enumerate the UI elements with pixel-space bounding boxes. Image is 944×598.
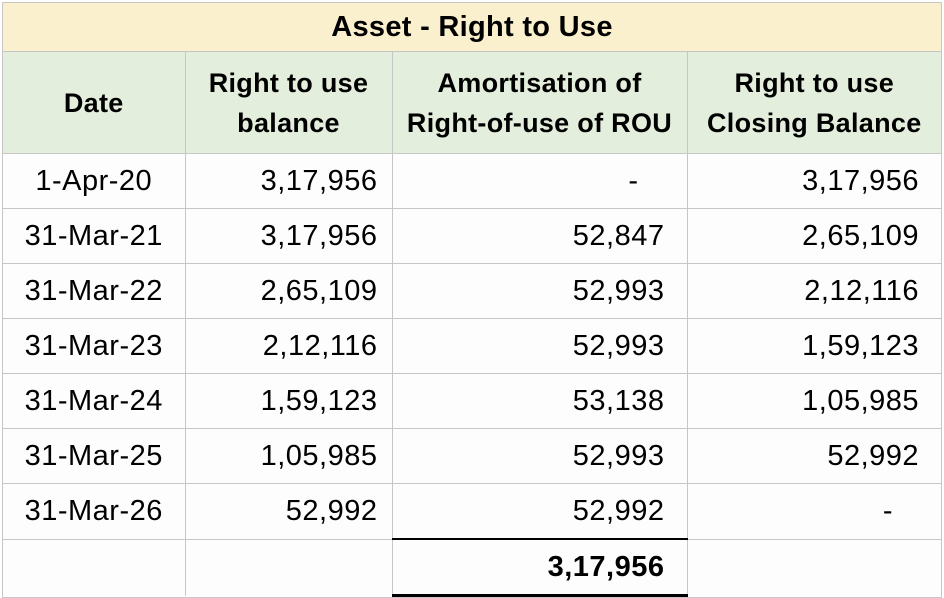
date-cell[interactable]: 1-Apr-20	[3, 153, 186, 209]
closing-cell[interactable]: 2,12,116	[687, 263, 942, 319]
total-amortisation-cell[interactable]: 3,17,956	[392, 538, 688, 597]
balance-cell[interactable]: 1,05,985	[185, 428, 393, 484]
total-date-cell[interactable]	[3, 539, 186, 596]
amortisation-cell[interactable]: 52,992	[392, 483, 688, 540]
amortisation-cell[interactable]: 52,847	[392, 208, 688, 264]
column-header-closing[interactable]: Right to use Closing Balance	[687, 51, 942, 154]
amortisation-cell[interactable]: 52,993	[392, 263, 688, 319]
date-cell[interactable]: 31-Mar-22	[3, 263, 186, 319]
table-row: 31-Mar-22 2,65,109 52,993 2,12,116	[3, 263, 942, 319]
table-row: 31-Mar-23 2,12,116 52,993 1,59,123	[3, 318, 942, 374]
amortisation-cell[interactable]: 52,993	[392, 318, 688, 374]
date-cell[interactable]: 31-Mar-24	[3, 373, 186, 429]
table-row: 1-Apr-20 3,17,956 - 3,17,956	[3, 153, 942, 209]
table-head: Asset - Right to Use Date Right to use b…	[3, 3, 942, 154]
closing-cell[interactable]: 1,59,123	[687, 318, 942, 374]
table-body: 1-Apr-20 3,17,956 - 3,17,956 31-Mar-21 3…	[3, 153, 942, 540]
column-header-amortisation[interactable]: Amortisation of Right-of-use of ROU	[392, 51, 688, 154]
amortisation-cell[interactable]: -	[392, 153, 688, 209]
closing-cell[interactable]: 3,17,956	[687, 153, 942, 209]
table-row: 31-Mar-21 3,17,956 52,847 2,65,109	[3, 208, 942, 264]
table-row: 31-Mar-24 1,59,123 53,138 1,05,985	[3, 373, 942, 429]
table-row: 31-Mar-25 1,05,985 52,993 52,992	[3, 428, 942, 484]
balance-cell[interactable]: 3,17,956	[185, 208, 393, 264]
date-cell[interactable]: 31-Mar-21	[3, 208, 186, 264]
data-table: Asset - Right to Use Date Right to use b…	[3, 3, 942, 597]
date-cell[interactable]: 31-Mar-25	[3, 428, 186, 484]
closing-cell[interactable]: 52,992	[687, 428, 942, 484]
amortisation-cell[interactable]: 52,993	[392, 428, 688, 484]
total-closing-cell[interactable]	[687, 539, 942, 596]
balance-cell[interactable]: 3,17,956	[185, 153, 393, 209]
balance-cell[interactable]: 2,65,109	[185, 263, 393, 319]
column-header-date[interactable]: Date	[3, 51, 186, 154]
closing-cell[interactable]: -	[687, 483, 942, 540]
column-header-balance[interactable]: Right to use balance	[185, 51, 393, 154]
balance-cell[interactable]: 52,992	[185, 483, 393, 540]
balance-cell[interactable]: 1,59,123	[185, 373, 393, 429]
total-balance-cell[interactable]	[185, 539, 393, 596]
table-row: 31-Mar-26 52,992 52,992 -	[3, 483, 942, 540]
date-cell[interactable]: 31-Mar-26	[3, 483, 186, 540]
closing-cell[interactable]: 1,05,985	[687, 373, 942, 429]
balance-cell[interactable]: 2,12,116	[185, 318, 393, 374]
amortisation-cell[interactable]: 53,138	[392, 373, 688, 429]
table-foot: 3,17,956	[3, 538, 942, 597]
table-title-cell[interactable]: Asset - Right to Use	[3, 3, 942, 52]
title-row: Asset - Right to Use	[3, 3, 942, 52]
closing-cell[interactable]: 2,65,109	[687, 208, 942, 264]
total-row: 3,17,956	[3, 538, 942, 597]
header-row: Date Right to use balance Amortisation o…	[3, 51, 942, 154]
date-cell[interactable]: 31-Mar-23	[3, 318, 186, 374]
